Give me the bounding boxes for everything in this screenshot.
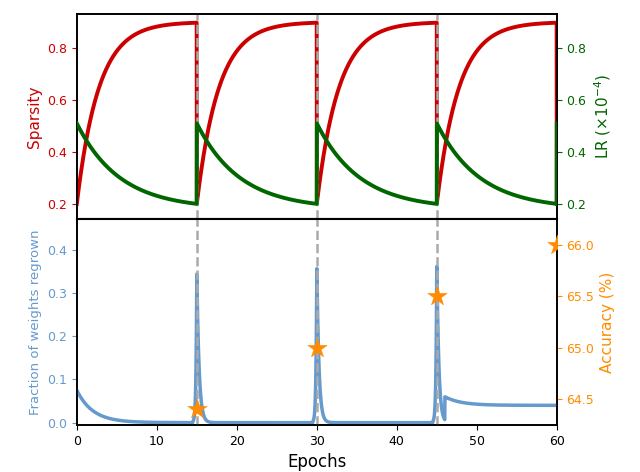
- Y-axis label: Sparsity: Sparsity: [26, 85, 42, 148]
- Y-axis label: Fraction of weights regrown: Fraction of weights regrown: [29, 229, 42, 415]
- Point: [192, 405, 202, 413]
- X-axis label: Epochs: Epochs: [287, 453, 346, 471]
- Y-axis label: Accuracy (%): Accuracy (%): [600, 271, 615, 373]
- Point: [312, 344, 322, 352]
- Point: [552, 241, 562, 249]
- Y-axis label: LR ($\times10^{-4}$): LR ($\times10^{-4}$): [592, 74, 612, 160]
- Point: [431, 293, 442, 300]
